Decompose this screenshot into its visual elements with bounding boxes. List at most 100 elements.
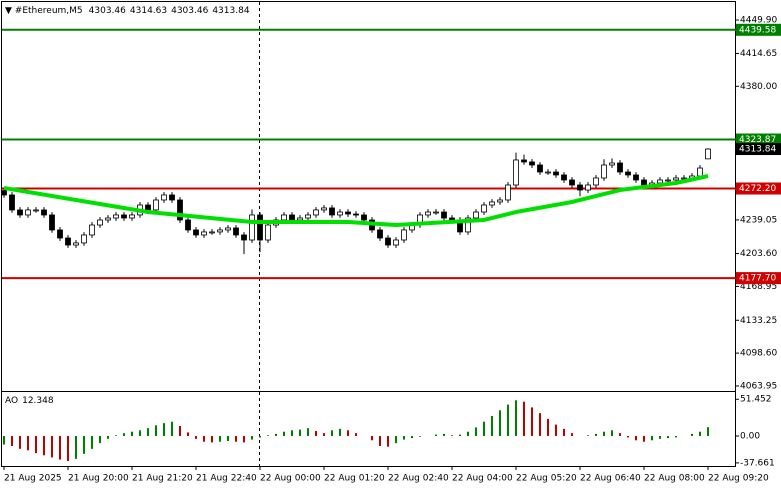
candle-body [705,148,711,160]
candle-body [641,179,647,186]
candle-body [569,179,575,186]
candle-body [313,209,319,216]
candle-body [657,179,663,184]
candle-body [73,242,79,246]
ao-tick-label: 51.452 [740,395,772,405]
candle-body [513,159,519,186]
candle-body [209,231,215,234]
candle-body [609,162,615,166]
candle-body [153,199,159,211]
candle-body [81,234,87,244]
candle-body [225,227,231,231]
candle-body [249,214,255,241]
x-tick-label: 21 Aug 21:20 [132,474,193,484]
candle-body [33,209,39,212]
candle-body [121,214,127,219]
candle-body [481,204,487,213]
candle-body [473,211,479,219]
level-tag [736,182,781,195]
candle-body [577,184,583,191]
y-tick-label: 4168.95 [740,282,777,292]
candle-body [289,214,295,221]
symbol: #Ethereum,M5 [15,6,83,16]
candle-body [145,204,151,211]
candle-body [65,237,71,246]
candle-body [585,184,591,191]
y-tick-label: 4449.90 [740,16,777,26]
candle-body [361,214,367,221]
candle-body [449,217,455,221]
y-tick-label: 4239.05 [740,215,777,225]
candle-body [337,211,343,216]
x-tick-label: 21 Aug 22:40 [196,474,257,484]
candle-body [257,214,263,241]
candle-body [625,171,631,176]
candle-body [57,229,63,239]
level-tag [736,23,781,36]
candle-body [233,227,239,236]
candle-body [385,237,391,246]
candle-body [97,219,103,226]
level-tag [736,272,781,285]
candle-body [545,171,551,174]
y-tick-label: 4414.65 [740,49,777,59]
y-tick-label: 4380.00 [740,82,777,92]
candle-body [217,229,223,233]
candle-body [521,159,527,163]
close: 4313.84 [212,6,249,16]
moving-average [3,174,709,228]
level-label: 4177.70 [739,274,776,284]
x-tick-label: 22 Aug 08:00 [644,474,705,484]
candle-body [633,174,639,181]
candle-body [89,224,95,236]
open: 4303.46 [89,6,126,16]
candle-body [497,199,503,203]
candle-body [193,229,199,236]
x-tick-label: 21 Aug 2025 [4,474,62,484]
triangle: ▼ [5,6,15,16]
high: 4314.63 [130,6,167,16]
candle-body [553,171,559,176]
ao-header: AO 12.348 [5,396,54,406]
candle-body [433,211,439,214]
candle-body [601,164,607,179]
candle-body [161,194,167,201]
candle-body [537,164,543,173]
x-tick-label: 22 Aug 06:40 [580,474,641,484]
plot-frame [1,1,736,467]
candle-body [321,207,327,211]
candle-body [241,234,247,241]
candle-body [697,167,703,177]
candle-body [505,184,511,201]
candle-body [185,219,191,231]
level-label: 4323.87 [739,135,776,145]
candle-body [113,214,119,219]
x-tick-label: 22 Aug 01:20 [324,474,385,484]
x-tick-label: 22 Aug 02:40 [388,474,449,484]
candle-body [9,194,15,211]
level-tag [736,133,781,146]
candle-body [41,209,47,216]
ao-tick-label: -37.661 [740,458,775,468]
level-label: 4272.20 [739,184,776,194]
candle-body [465,217,471,233]
candle-body [1,190,7,196]
candle-body [345,211,351,215]
candle-body [673,177,679,181]
candle-body [329,207,335,216]
candle-body [25,209,31,216]
candle-body [561,174,567,181]
candle-body [401,229,407,241]
candle-body [665,179,671,182]
candle-body [489,201,495,206]
candle-body [49,214,55,231]
candle-body [105,217,111,221]
y-tick-label: 4203.60 [740,249,777,259]
candle-body [281,214,287,221]
candle-body [201,231,207,236]
chart-header: ▼ #Ethereum,M5 4303.46 4314.63 4303.46 4313.… [5,6,250,16]
ao-name: AO [5,396,18,406]
ao-last: 12.348 [22,396,54,406]
candle-body [177,199,183,221]
